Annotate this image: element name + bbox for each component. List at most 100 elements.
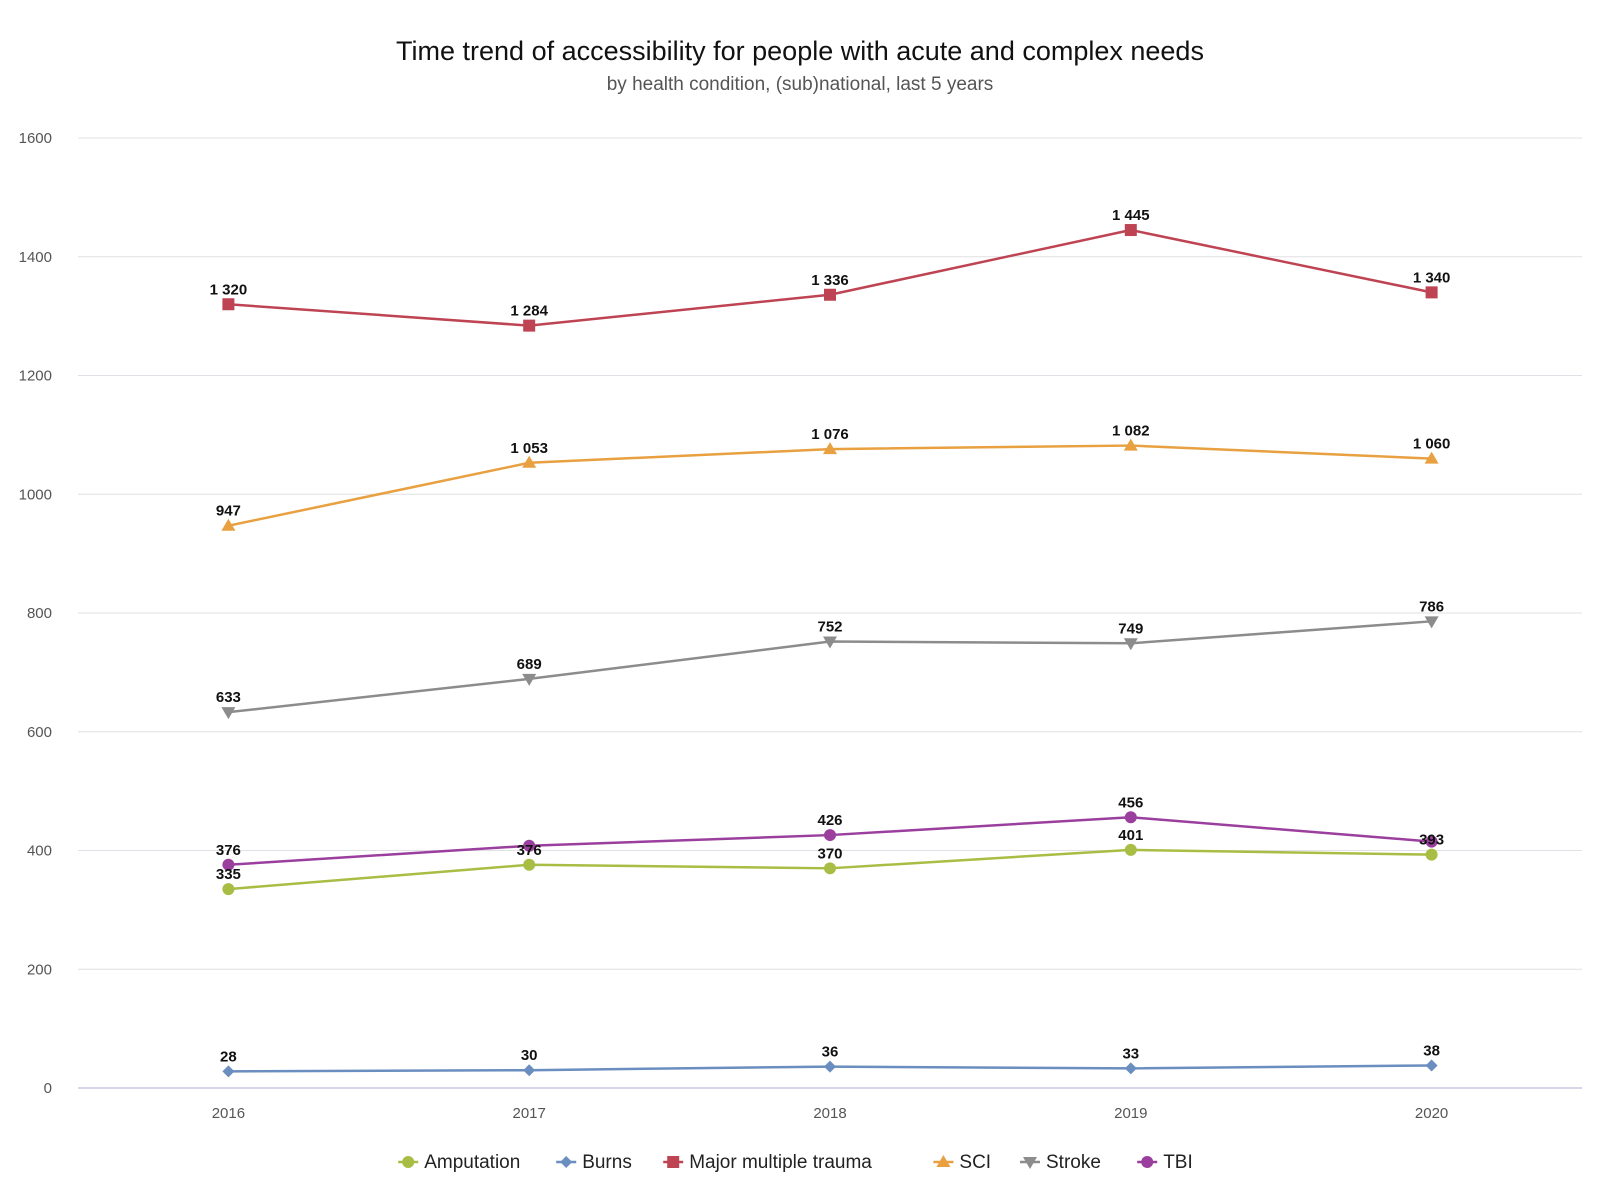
y-tick-label: 600 [27, 724, 52, 741]
y-tick-label: 1400 [19, 249, 52, 266]
data-label-tbi: 426 [817, 812, 842, 829]
data-point-stroke [522, 673, 537, 686]
data-point-tbi [222, 858, 235, 871]
data-point-stroke [823, 636, 837, 649]
data-label-stroke: 749 [1118, 620, 1143, 637]
series-tbi [222, 811, 1438, 871]
data-point-sci [1123, 438, 1138, 451]
data-label-major-multiple-trauma: 1 320 [210, 281, 248, 298]
data-label-major-multiple-trauma: 1 340 [1413, 269, 1451, 286]
data-label-sci: 1 060 [1413, 436, 1451, 453]
x-tick-label: 2018 [813, 1105, 846, 1122]
series-line-sci [228, 444, 1432, 527]
data-label-amputation: 376 [517, 842, 542, 859]
data-label-major-multiple-trauma: 1 445 [1112, 207, 1150, 224]
y-axis: 0 200 400 600 800 1000 1200 1400 1600 [19, 130, 52, 1097]
legend-marker-sci [936, 1155, 951, 1167]
data-label-amputation: 401 [1118, 827, 1143, 844]
legend-marker-burns [560, 1156, 573, 1168]
data-labels: 335 376 370 401 393 28 30 36 33 38 1 320 1 284 1 336… [210, 207, 1451, 1065]
data-point-burns [1124, 1062, 1137, 1075]
data-label-major-multiple-trauma: 1 336 [811, 272, 849, 289]
data-point-amputation [1124, 843, 1137, 856]
legend-item-tbi[interactable]: TBI [1137, 1152, 1193, 1173]
data-label-burns: 33 [1122, 1045, 1139, 1062]
data-label-amputation: 335 [216, 866, 241, 883]
data-label-amputation: 393 [1419, 832, 1444, 849]
data-point-tbi [824, 829, 836, 842]
data-label-sci: 1 076 [811, 426, 849, 443]
y-tick-label: 800 [27, 605, 52, 622]
x-tick-label: 2016 [212, 1105, 245, 1122]
data-point-burns [222, 1065, 235, 1078]
legend-item-sci[interactable]: SCI [933, 1152, 991, 1173]
y-tick-label: 0 [44, 1080, 52, 1097]
series-lines [221, 224, 1439, 1078]
data-point-major-multiple-trauma [824, 288, 836, 301]
legend-label-sci: SCI [959, 1152, 991, 1173]
data-point-burns [824, 1060, 836, 1073]
data-point-major-multiple-trauma [1124, 224, 1137, 237]
x-tick-label: 2020 [1415, 1105, 1448, 1122]
data-label-stroke: 689 [517, 656, 542, 673]
data-label-stroke: 752 [817, 619, 842, 636]
data-point-amputation [1425, 848, 1438, 861]
data-label-stroke: 633 [216, 689, 241, 706]
data-label-tbi: 376 [216, 842, 241, 859]
legend-marker-major-multiple-trauma [667, 1156, 680, 1168]
y-tick-label: 400 [27, 843, 52, 860]
data-label-burns: 30 [521, 1047, 538, 1064]
chart-subtitle: by health condition, (sub)national, last… [607, 74, 994, 95]
data-label-tbi: 456 [1118, 794, 1143, 811]
y-tick-label: 1000 [19, 486, 52, 503]
data-point-tbi [523, 839, 536, 852]
y-tick-label: 1200 [19, 368, 52, 385]
series-stroke [221, 616, 1439, 720]
data-point-stroke [1123, 638, 1138, 651]
data-point-amputation [222, 883, 235, 896]
grid-lines [78, 137, 1582, 1089]
data-point-amputation [523, 858, 536, 871]
data-label-major-multiple-trauma: 1 284 [510, 303, 548, 320]
series-amputation [222, 843, 1438, 896]
data-point-sci [522, 455, 537, 468]
x-axis: 2016 2017 2018 2019 2020 [212, 1105, 1449, 1122]
data-label-burns: 36 [822, 1044, 839, 1061]
data-point-major-multiple-trauma [222, 298, 235, 311]
data-label-sci: 1 082 [1112, 423, 1150, 440]
data-label-sci: 1 053 [510, 440, 548, 457]
x-tick-label: 2017 [513, 1105, 546, 1122]
data-point-stroke [221, 707, 236, 720]
legend-label-burns: Burns [582, 1152, 632, 1173]
legend: Amputation Burns Major multiple trauma SCI S… [398, 1152, 1193, 1173]
series-burns [222, 1059, 1438, 1078]
legend-label-major-multiple-trauma: Major multiple trauma [689, 1152, 872, 1173]
x-tick-label: 2019 [1114, 1105, 1147, 1122]
data-point-tbi [1124, 811, 1137, 824]
data-label-amputation: 370 [817, 845, 842, 862]
data-point-tbi [1425, 835, 1438, 848]
data-label-stroke: 786 [1419, 598, 1444, 615]
legend-item-burns[interactable]: Burns [556, 1152, 632, 1173]
legend-item-stroke[interactable]: Stroke [1020, 1152, 1101, 1173]
legend-label-stroke: Stroke [1046, 1152, 1101, 1173]
data-label-burns: 28 [220, 1048, 237, 1065]
legend-label-tbi: TBI [1163, 1152, 1193, 1173]
data-point-stroke [1424, 616, 1439, 629]
legend-label-amputation: Amputation [424, 1152, 520, 1173]
data-point-amputation [824, 862, 836, 875]
series-sci [221, 438, 1439, 531]
y-tick-label: 200 [27, 961, 52, 978]
legend-item-major-multiple-trauma[interactable]: Major multiple trauma [663, 1152, 872, 1173]
data-point-sci [823, 442, 837, 455]
legend-item-amputation[interactable]: Amputation [398, 1152, 520, 1173]
data-point-sci [221, 518, 236, 531]
data-label-sci: 947 [216, 503, 241, 520]
data-label-burns: 38 [1423, 1042, 1440, 1059]
legend-marker-stroke [1023, 1157, 1037, 1169]
data-point-major-multiple-trauma [1425, 286, 1438, 299]
legend-marker-amputation [402, 1156, 415, 1168]
series-major-multiple-trauma [222, 224, 1438, 332]
data-point-burns [1425, 1059, 1438, 1072]
